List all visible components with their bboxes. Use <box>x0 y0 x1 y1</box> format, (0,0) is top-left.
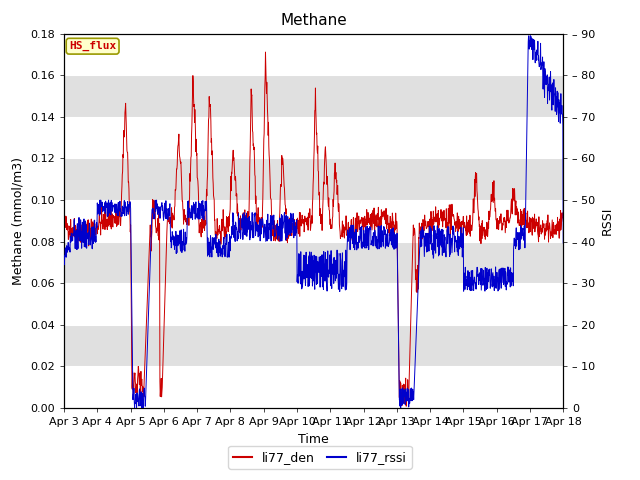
Bar <box>64 241 563 283</box>
Legend: li77_den, li77_rssi: li77_den, li77_rssi <box>228 446 412 469</box>
Bar <box>64 325 563 366</box>
Title: Methane: Methane <box>280 13 347 28</box>
X-axis label: Time: Time <box>298 432 329 445</box>
Bar <box>64 158 563 200</box>
Text: HS_flux: HS_flux <box>69 41 116 51</box>
Y-axis label: Methane (mmol/m3): Methane (mmol/m3) <box>12 157 25 285</box>
Bar <box>64 75 563 117</box>
Y-axis label: RSSI: RSSI <box>601 206 614 235</box>
